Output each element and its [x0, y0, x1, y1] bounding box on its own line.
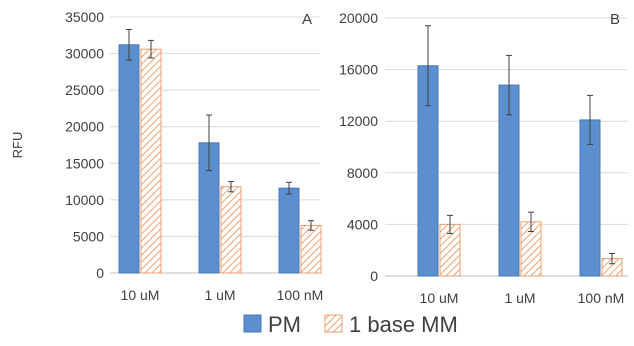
panel-a: 0 5000 10000 15000 20000 25000 30000 35000 RFU A 1…	[10, 9, 323, 303]
panel-label: B	[610, 11, 620, 28]
y-tick-label: 0	[96, 265, 104, 281]
y-tick-label: 10000	[65, 192, 104, 208]
y-tick-label: 15000	[65, 155, 104, 171]
legend-swatch-pm	[243, 314, 262, 333]
y-tick-label: 16000	[339, 62, 378, 78]
y-tick-label: 8000	[347, 165, 378, 181]
x-tick-label: 100 nM	[578, 290, 625, 306]
legend-swatch-1-base-mm	[324, 314, 343, 333]
panel-b: 0 4000 8000 12000 16000 20000 B 10 uM 1 uM 100 nM	[339, 10, 628, 306]
x-tick-label: 100 nM	[277, 287, 324, 303]
legend-label-1-base-mm: 1 base MM	[349, 312, 458, 337]
bar-1-base-mm	[140, 48, 162, 274]
y-tick-label: 4000	[347, 216, 378, 232]
y-tick-label: 20000	[339, 10, 378, 26]
y-tick-label: 35000	[65, 9, 104, 25]
x-tick-label: 10 uM	[420, 290, 459, 306]
bar-pm	[118, 44, 140, 274]
x-tick-label: 1 uM	[504, 290, 535, 306]
y-tick-label: 20000	[65, 119, 104, 135]
bar-pm	[278, 187, 300, 274]
legend-label-pm: PM	[268, 312, 301, 337]
y-tick-label: 0	[370, 268, 378, 284]
x-tick-label: 10 uM	[121, 287, 160, 303]
y-tick-label: 5000	[73, 228, 104, 244]
y-tick-label: 12000	[339, 113, 378, 129]
y-tick-label: 30000	[65, 46, 104, 62]
panel-label: A	[302, 11, 312, 28]
bar-1-base-mm	[220, 186, 242, 274]
legend: PM 1 base MM	[243, 312, 458, 337]
bar-1-base-mm	[300, 224, 322, 274]
y-tick-label: 25000	[65, 82, 104, 98]
x-tick-label: 1 uM	[204, 287, 235, 303]
y-axis-label: RFU	[10, 132, 25, 159]
